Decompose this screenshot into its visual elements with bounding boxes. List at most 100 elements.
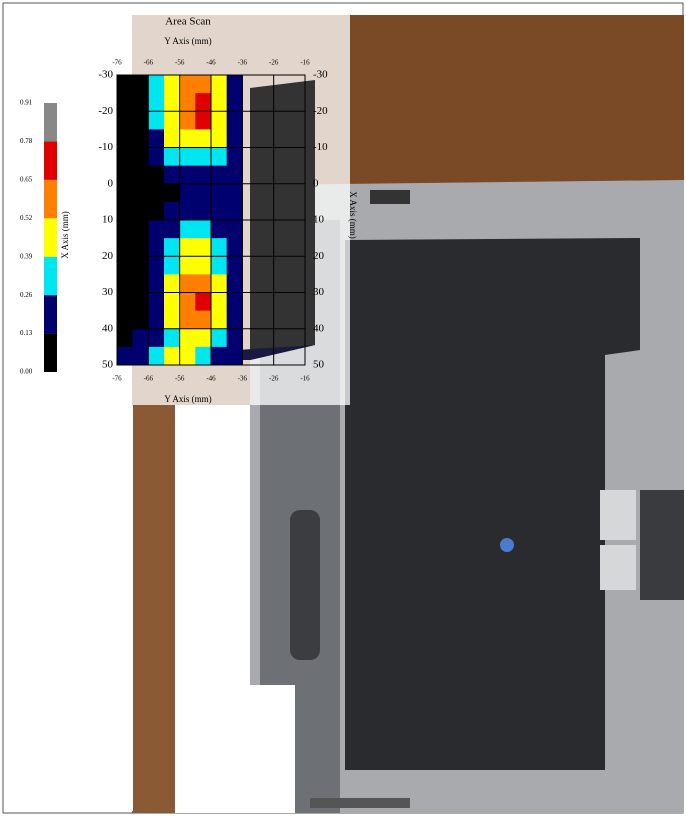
y-tick-label: 0 — [313, 177, 319, 189]
heat-cell — [148, 93, 165, 112]
heat-cell — [226, 75, 243, 94]
heat-cell — [179, 201, 196, 221]
heat-cell — [226, 310, 243, 330]
colorbar-label: 0.13 — [20, 329, 33, 337]
heat-cell — [195, 256, 212, 275]
heat-cell — [179, 183, 196, 203]
colorbar-swatch — [44, 256, 57, 296]
heat-cell — [226, 165, 243, 185]
heat-cell — [211, 111, 228, 130]
heat-cell — [132, 111, 149, 130]
colorbar-swatch — [44, 179, 57, 219]
heat-cell — [211, 75, 228, 94]
heat-cell — [211, 147, 228, 167]
heat-cell — [195, 238, 212, 257]
heat-cell — [179, 310, 196, 330]
barcode — [370, 190, 410, 204]
heat-cell — [226, 93, 243, 112]
heat-cell — [179, 129, 196, 148]
x-tick-label: -76 — [112, 59, 122, 67]
heat-cell — [117, 147, 134, 167]
trackpoint — [500, 538, 514, 552]
x-tick-label: -36 — [238, 375, 248, 383]
heat-cell — [132, 75, 149, 94]
heat-cell — [179, 238, 196, 257]
heat-cell — [211, 328, 228, 348]
heat-cell — [164, 93, 181, 112]
touchpad — [640, 490, 684, 600]
heat-cell — [211, 274, 228, 293]
heat-cell — [226, 201, 243, 221]
heat-cell — [195, 310, 212, 330]
y-tick-label: 10 — [313, 214, 325, 226]
heat-cell — [117, 75, 134, 94]
heat-cell — [164, 310, 181, 330]
colorbar-swatch — [44, 333, 57, 372]
keyboard — [345, 238, 640, 770]
heat-cell — [164, 256, 181, 275]
heat-cell — [226, 328, 243, 348]
heat-cell — [148, 256, 165, 275]
heat-cell — [226, 147, 243, 167]
heat-cell — [226, 111, 243, 130]
x-tick-label: -26 — [269, 59, 279, 67]
heat-cell — [211, 220, 228, 239]
colorbar-label: 0.39 — [20, 252, 33, 260]
heat-cell — [148, 75, 165, 94]
heat-cell — [226, 256, 243, 275]
heat-cell — [195, 165, 212, 185]
colorbar-swatch — [44, 218, 57, 257]
heat-cell — [179, 111, 196, 130]
x-tick-label: -56 — [175, 375, 185, 383]
y-tick-label: 10 — [102, 214, 114, 226]
y-tick-label: 50 — [313, 359, 325, 371]
heat-cell — [117, 220, 134, 239]
heat-cell — [132, 310, 149, 330]
y-tick-label: 20 — [313, 250, 325, 262]
heat-cell — [226, 274, 243, 293]
wood-grain — [350, 15, 684, 185]
heat-cell — [164, 346, 181, 366]
heat-cell — [226, 238, 243, 257]
x-axis-title: Y Axis (mm) — [164, 36, 211, 46]
x-tick-label: -16 — [300, 59, 310, 67]
colorbar-label: 0.52 — [20, 214, 33, 222]
x-tick-label: -66 — [144, 59, 154, 67]
heat-cell — [148, 111, 165, 130]
heat-cell — [148, 238, 165, 257]
heat-cell — [195, 147, 212, 167]
heat-cell — [148, 201, 165, 221]
heat-cell — [179, 274, 196, 293]
media-buttons — [290, 510, 320, 660]
x-tick-label: -66 — [144, 375, 154, 383]
y-tick-label: -30 — [313, 69, 328, 81]
y-tick-label: 40 — [313, 322, 325, 334]
heat-cell — [195, 201, 212, 221]
heat-cell — [195, 220, 212, 239]
heat-cell — [148, 346, 165, 366]
colorbar-swatch — [44, 141, 57, 180]
heat-cell — [117, 310, 134, 330]
colorbar-label: 0.78 — [20, 137, 33, 145]
colorbar-swatch — [44, 295, 57, 334]
heat-cell — [195, 292, 212, 312]
touch-button — [600, 545, 636, 590]
heat-cell — [195, 183, 212, 203]
heat-cell — [179, 346, 196, 366]
heat-cell — [132, 256, 149, 275]
heat-cell — [132, 147, 149, 167]
heat-cell — [117, 165, 134, 185]
heat-cell — [164, 111, 181, 130]
heat-cell — [164, 183, 181, 203]
y-axis-title: X Axis (mm) — [348, 191, 358, 239]
heat-cell — [164, 129, 181, 148]
heat-cell — [117, 274, 134, 293]
heat-cell — [179, 165, 196, 185]
heat-cell — [195, 328, 212, 348]
y-tick-label: -20 — [313, 105, 328, 117]
heat-cell — [195, 93, 212, 112]
heat-cell — [164, 292, 181, 312]
heat-cell — [164, 328, 181, 348]
heat-cell — [148, 310, 165, 330]
